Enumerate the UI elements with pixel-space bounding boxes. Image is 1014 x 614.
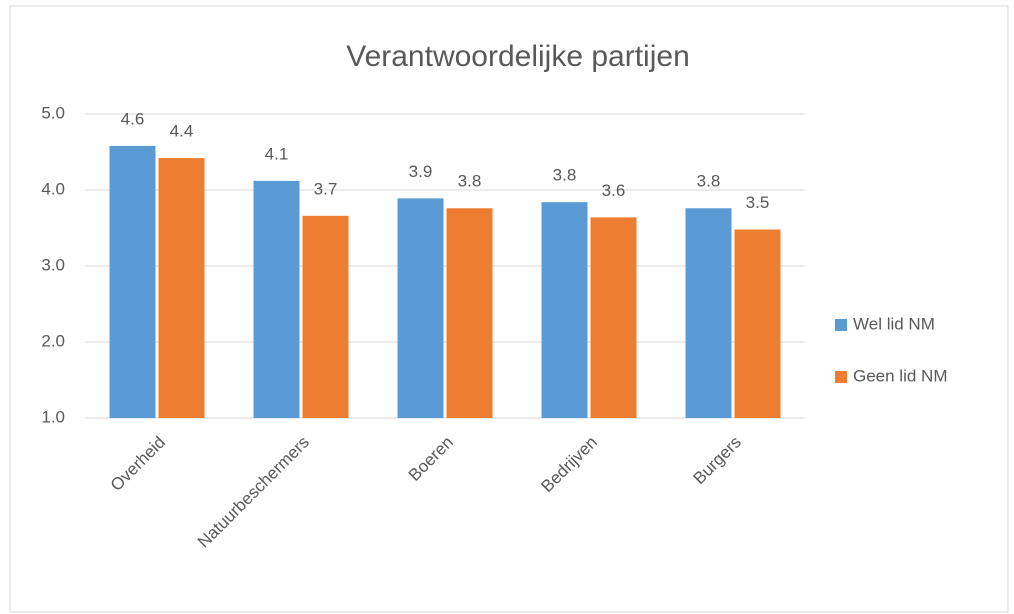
bar [734, 229, 781, 418]
bar [541, 202, 588, 418]
data-label: 3.6 [602, 181, 626, 200]
data-label: 3.8 [458, 172, 482, 191]
data-label: 3.8 [553, 166, 577, 185]
legend-label: Geen lid NM [853, 366, 947, 385]
legend-label: Wel lid NM [853, 314, 935, 333]
y-tick-label: 3.0 [41, 255, 65, 274]
y-tick-label: 4.0 [41, 179, 65, 198]
bar [109, 145, 156, 419]
y-tick-label: 1.0 [41, 407, 65, 426]
legend-swatch [835, 319, 847, 331]
bar [302, 215, 349, 418]
bar [397, 198, 444, 418]
data-label: 3.8 [697, 172, 721, 191]
bar [446, 208, 493, 418]
data-label: 3.9 [409, 162, 433, 181]
y-tick-label: 2.0 [41, 331, 65, 350]
y-tick-label: 5.0 [41, 103, 65, 122]
data-label: 4.1 [265, 144, 289, 163]
legend-swatch [835, 371, 847, 383]
chart-title: Verantwoordelijke partijen [346, 40, 690, 73]
data-label: 3.7 [314, 179, 338, 198]
bar [253, 180, 300, 418]
data-label: 3.5 [746, 193, 770, 212]
bar [590, 217, 637, 418]
data-label: 4.4 [170, 122, 194, 141]
data-label: 4.6 [121, 109, 145, 128]
bar [685, 208, 732, 418]
bar [158, 158, 205, 418]
